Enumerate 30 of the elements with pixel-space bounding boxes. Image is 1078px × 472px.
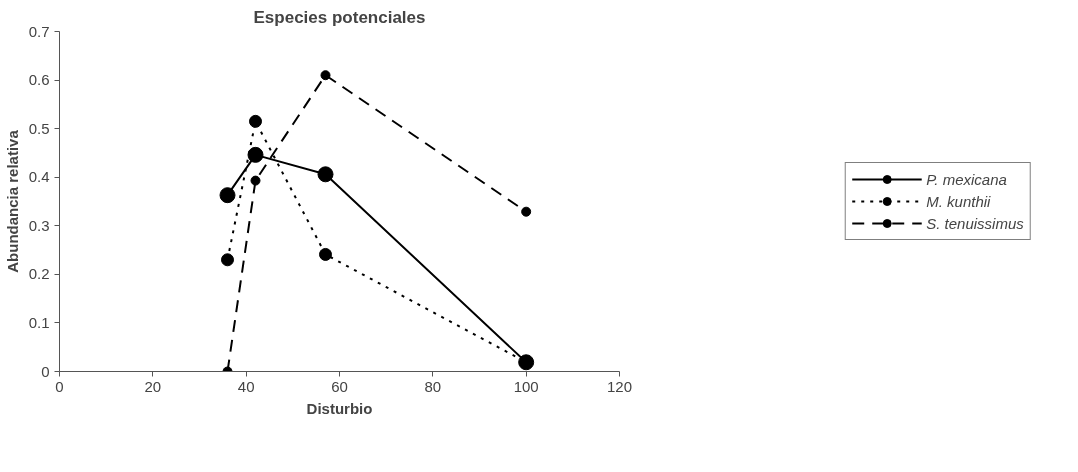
x-axis-title: Disturbio [306, 399, 373, 417]
y-tick-label: 0.6 [28, 71, 50, 89]
y-tick-label: 0 [41, 362, 50, 380]
x-tick-label: 80 [424, 377, 442, 395]
x-tick-label: 100 [513, 377, 539, 395]
y-tick-label: 0.4 [28, 168, 50, 186]
point [221, 253, 234, 267]
point [247, 146, 264, 163]
y-tick-label: 0.3 [28, 216, 50, 234]
point [249, 114, 262, 128]
point [521, 206, 532, 217]
point [219, 187, 236, 204]
legend-label: M. kunthii [926, 192, 991, 210]
y-tick-label: 0.2 [28, 265, 50, 283]
chart-title: Especies potenciales [253, 7, 426, 27]
x-tick-label: 40 [237, 377, 255, 395]
point [250, 175, 261, 186]
x-tick-label: 60 [331, 377, 348, 395]
point [320, 70, 331, 81]
y-tick-label: 0.5 [28, 119, 50, 137]
legend-label: S. tenuissimus [926, 214, 1024, 232]
x-tick-label: 120 [606, 377, 633, 395]
y-tick-label: 0.7 [28, 22, 50, 40]
y-axis-title: Abundancia relativa [3, 129, 21, 273]
y-tick-label: 0.1 [28, 313, 50, 331]
x-tick-label: 20 [144, 377, 162, 395]
legend-label: P. mexicana [926, 170, 1007, 188]
x-tick-label: 0 [55, 377, 64, 395]
point [317, 166, 334, 183]
point [319, 247, 332, 261]
